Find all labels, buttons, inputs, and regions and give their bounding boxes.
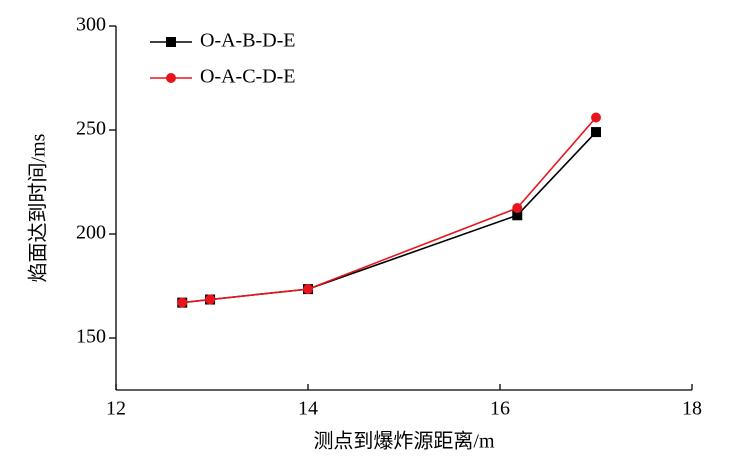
y-tick-label: 150 [76, 326, 106, 348]
x-tick-label: 18 [682, 398, 702, 420]
legend-marker [166, 73, 176, 83]
series-line [182, 131, 597, 304]
y-tick-label: 200 [76, 222, 106, 244]
data-point [512, 210, 523, 221]
y-axis-label: 焰面达到时间/ms [27, 133, 50, 282]
legend-marker [166, 37, 176, 47]
x-tick-label: 16 [490, 398, 510, 420]
data-point [177, 297, 188, 308]
data-point [205, 294, 216, 305]
y-tick-label: 300 [76, 14, 106, 36]
data-point [591, 112, 601, 123]
data-point [591, 127, 601, 138]
data-point [512, 203, 523, 213]
x-tick-label: 14 [298, 398, 318, 420]
x-axis-label: 测点到爆炸源距离/m [313, 430, 495, 453]
y-tick-label: 250 [76, 118, 106, 140]
legend-label: O-A-C-D-E [200, 66, 296, 88]
series-line [182, 116, 597, 304]
data-point [303, 284, 313, 295]
x-tick-label: 12 [106, 398, 126, 420]
legend-label: O-A-B-D-E [200, 30, 296, 52]
